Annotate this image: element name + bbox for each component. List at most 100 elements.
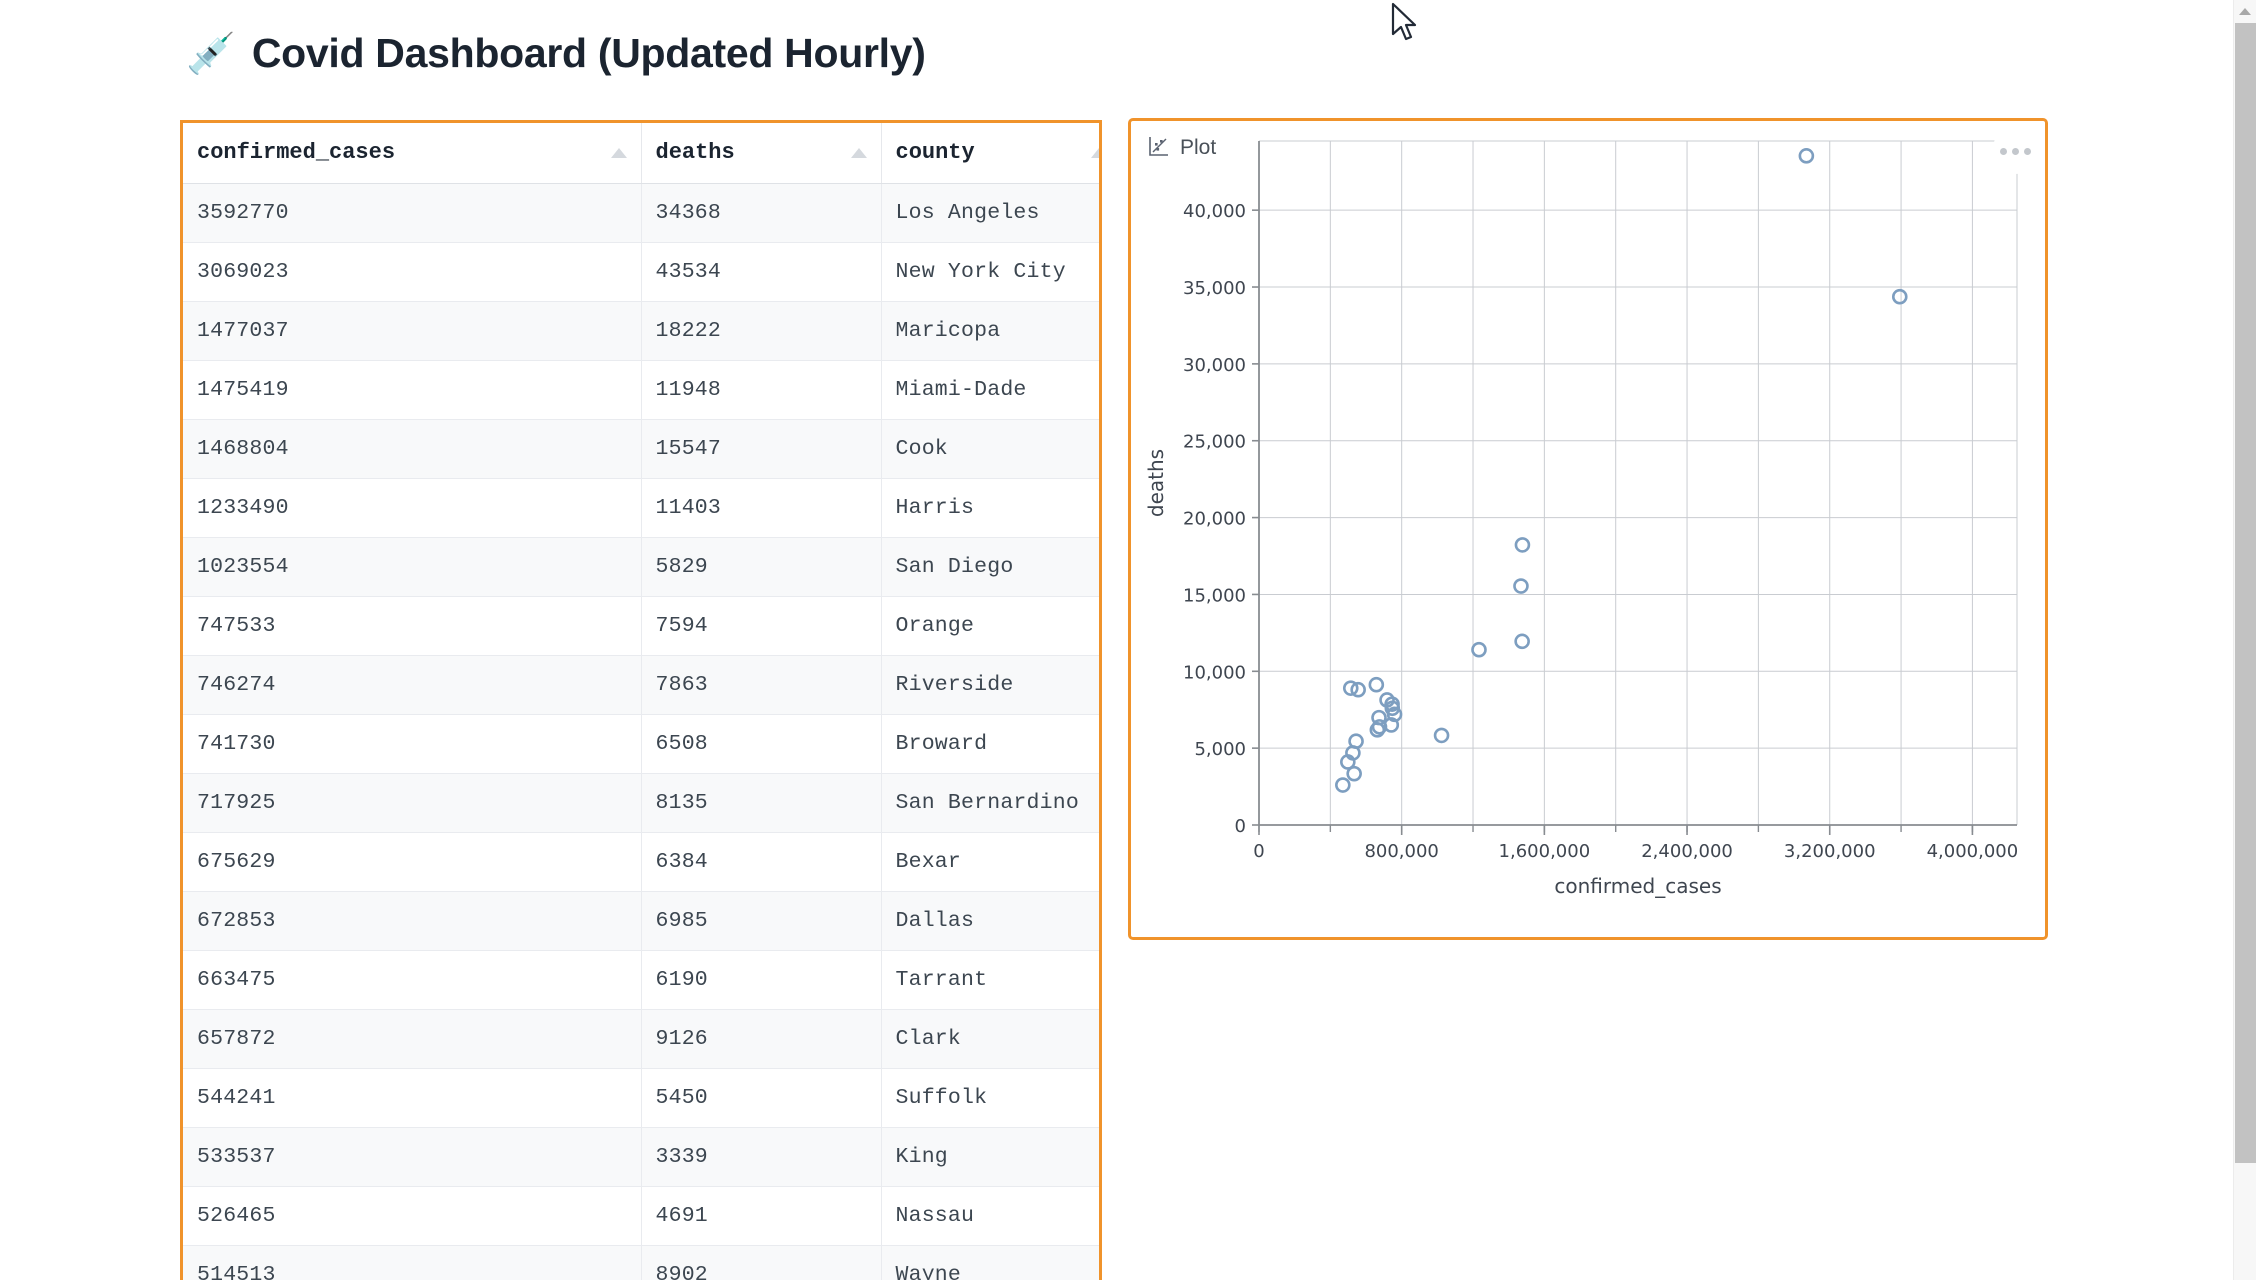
table-row[interactable]: 6578729126ClarkNevada xyxy=(183,1009,1099,1069)
cell-confirmed_cases: 3592770 xyxy=(183,183,642,243)
x-axis-tick-label: 3,200,000 xyxy=(1784,841,1876,862)
scatter-point[interactable] xyxy=(1514,633,1530,650)
scatter-point[interactable] xyxy=(1514,537,1531,553)
cell-confirmed_cases: 533537 xyxy=(183,1127,642,1187)
cell-deaths: 4691 xyxy=(641,1186,882,1246)
y-axis-tick-label: 35,000 xyxy=(1183,278,1246,299)
scatter-point[interactable] xyxy=(1471,641,1487,658)
cell-confirmed_cases: 544241 xyxy=(183,1068,642,1128)
cell-confirmed_cases: 717925 xyxy=(183,773,642,833)
scatter-chart-icon xyxy=(1147,134,1171,163)
tab-plot[interactable]: Plot xyxy=(1137,127,1233,169)
cell-deaths: 6190 xyxy=(641,950,882,1010)
ellipsis-icon xyxy=(1999,147,2007,155)
table-row[interactable]: 123349011403HarrisTexas xyxy=(183,478,1099,538)
table-row[interactable]: 6728536985DallasTexas xyxy=(183,891,1099,951)
cell-deaths: 15547 xyxy=(641,419,882,479)
cell-county: Broward xyxy=(881,714,1099,774)
cell-confirmed_cases: 1475419 xyxy=(183,360,642,420)
table-row[interactable]: 5442415450SuffolkNew York xyxy=(183,1068,1099,1128)
scatter-point[interactable] xyxy=(1386,706,1403,723)
y-axis-tick-label: 20,000 xyxy=(1183,509,1246,530)
cell-confirmed_cases: 663475 xyxy=(183,950,642,1010)
table-header-row: confirmed_casesdeathscountystate_name xyxy=(183,123,1099,184)
cell-confirmed_cases: 3069023 xyxy=(183,242,642,302)
sort-ascending-icon[interactable] xyxy=(610,147,627,158)
scatter-point[interactable] xyxy=(1346,765,1362,782)
scatter-point[interactable] xyxy=(1368,676,1385,693)
page-scrollbar[interactable] xyxy=(2233,0,2256,1280)
scroll-up-arrow-icon[interactable] xyxy=(2234,0,2256,22)
table-row[interactable]: 7462747863RiversideCalifornia xyxy=(183,655,1099,715)
column-header-county[interactable]: county xyxy=(881,123,1099,184)
cell-confirmed_cases: 672853 xyxy=(183,891,642,951)
cell-deaths: 18222 xyxy=(641,301,882,361)
table-header: confirmed_casesdeathscountystate_name xyxy=(183,123,1099,184)
table-row[interactable]: 146880415547CookIllinois xyxy=(183,419,1099,479)
scatter-point[interactable] xyxy=(1369,722,1386,738)
cell-confirmed_cases: 746274 xyxy=(183,655,642,715)
syringe-icon: 💉 xyxy=(186,30,236,77)
cell-county: Dallas xyxy=(881,891,1099,951)
plot-menu-button[interactable] xyxy=(1992,128,2038,174)
table-row[interactable]: 5335373339KingWashington xyxy=(183,1127,1099,1187)
sort-ascending-icon[interactable] xyxy=(1090,147,1099,158)
scatter-point[interactable] xyxy=(1371,709,1387,726)
cell-county: King xyxy=(881,1127,1099,1187)
y-axis-tick-label: 40,000 xyxy=(1183,201,1246,222)
table-row[interactable]: 6634756190TarrantTexas xyxy=(183,950,1099,1010)
x-axis-tick-label: 1,600,000 xyxy=(1499,841,1591,862)
cell-county: San Diego xyxy=(881,537,1099,597)
scatter-point[interactable] xyxy=(1342,680,1359,696)
table-row[interactable]: 5264654691NassauNew York xyxy=(183,1186,1099,1246)
cell-county: Wayne xyxy=(881,1245,1099,1280)
cell-county: Tarrant xyxy=(881,950,1099,1010)
table-row[interactable]: 6756296384BexarTexas xyxy=(183,832,1099,892)
cell-deaths: 11948 xyxy=(641,360,882,420)
table-row[interactable]: 147703718222MaricopaArizona xyxy=(183,301,1099,361)
plot-panel[interactable]: Plot 0 5,000 10,000 15,000 20,000 25,000 30,00… xyxy=(1128,118,2048,940)
sort-ascending-icon[interactable] xyxy=(850,147,867,158)
scatter-point[interactable] xyxy=(1433,727,1450,744)
scatter-plot[interactable]: 0 5,000 10,000 15,000 20,000 25,000 30,000 35,0… xyxy=(1131,121,2045,937)
scatter-point[interactable] xyxy=(1891,288,1908,305)
scatter-point[interactable] xyxy=(1335,777,1351,793)
y-axis-title: deaths xyxy=(1144,449,1168,517)
cell-deaths: 43534 xyxy=(641,242,882,302)
data-table-panel[interactable]: confirmed_casesdeathscountystate_name 35… xyxy=(180,120,1102,1280)
column-header-confirmed_cases[interactable]: confirmed_cases xyxy=(183,123,642,184)
scatter-point[interactable] xyxy=(1379,692,1395,708)
y-axis-tick-label: 5,000 xyxy=(1194,739,1246,760)
cell-county: Orange xyxy=(881,596,1099,656)
scatter-point[interactable] xyxy=(1350,681,1366,698)
scatter-point[interactable] xyxy=(1798,148,1815,164)
table-row[interactable]: 7475337594OrangeCalifornia xyxy=(183,596,1099,656)
cell-confirmed_cases: 1468804 xyxy=(183,419,642,479)
cell-deaths: 9126 xyxy=(641,1009,882,1069)
scatter-point[interactable] xyxy=(1340,754,1356,770)
cell-county: Maricopa xyxy=(881,301,1099,361)
column-header-deaths[interactable]: deaths xyxy=(641,123,882,184)
cell-deaths: 7863 xyxy=(641,655,882,715)
y-axis-tick-label: 10,000 xyxy=(1183,662,1246,683)
y-axis-tick-label: 25,000 xyxy=(1183,432,1246,453)
scatter-point[interactable] xyxy=(1513,578,1529,594)
cell-deaths: 5450 xyxy=(641,1068,882,1128)
table-row[interactable]: 5145138902WayneMichigan xyxy=(183,1245,1099,1280)
scrollbar-thumb[interactable] xyxy=(2235,23,2256,1163)
cell-county: Nassau xyxy=(881,1186,1099,1246)
cell-confirmed_cases: 526465 xyxy=(183,1186,642,1246)
column-header-label: deaths xyxy=(655,140,735,166)
table-row[interactable]: 7417306508BrowardFlorida xyxy=(183,714,1099,774)
cell-confirmed_cases: 741730 xyxy=(183,714,642,774)
cell-county: Cook xyxy=(881,419,1099,479)
x-axis-tick-label: 800,000 xyxy=(1364,841,1438,862)
y-axis-tick-label: 30,000 xyxy=(1183,355,1246,376)
cell-deaths: 7594 xyxy=(641,596,882,656)
